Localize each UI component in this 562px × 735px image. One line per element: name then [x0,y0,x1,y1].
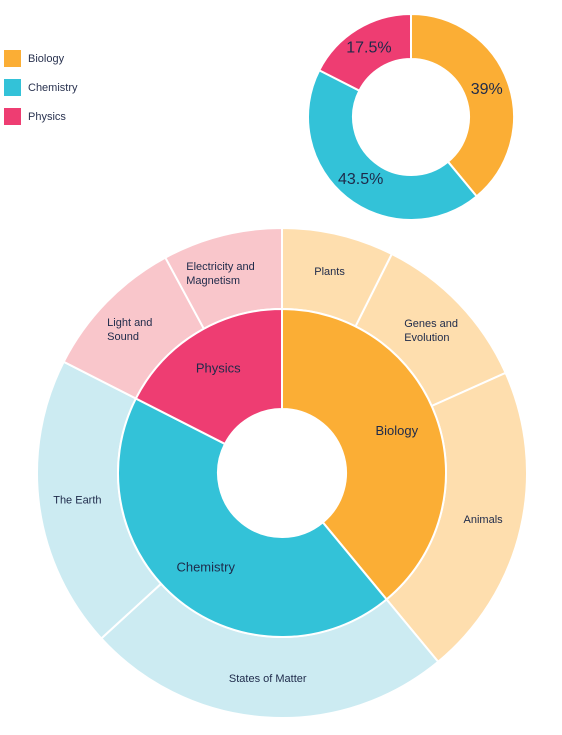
donut-slice-chemistry [307,68,479,221]
legend-item-chemistry: Chemistry [4,73,78,102]
inner-slice-biology [281,307,447,601]
inner-slice-chemistry [117,397,388,638]
donut-label-chemistry: 43.5% [338,171,383,188]
legend-label-physics: Physics [28,110,66,123]
legend-swatch-biology [4,50,21,67]
donut-slice-biology [410,12,515,198]
legend-label-chemistry: Chemistry [28,81,78,94]
sunburst-chart: Biology Chemistry Physics Plants Genes and Ev… [36,226,528,719]
legend-item-physics: Physics [4,102,78,131]
inner-label-chemistry: Chemistry [176,560,235,575]
legend-swatch-physics [4,108,21,125]
legend-label-biology: Biology [28,52,65,65]
donut-chart: 39% 43.5% 17.5% [307,12,515,221]
donut-label-biology: 39% [471,81,503,98]
outer-label-electricity-and-magnetism: Electricity and Magnetism [186,261,254,287]
outer-label-light-and-sound: Light and Sound [107,317,152,343]
inner-label-physics: Physics [196,360,241,375]
inner-slice-physics [134,307,283,446]
outer-label-plants: Plants [314,266,345,278]
inner-label-biology: Biology [375,423,418,438]
outer-label-states-of-matter: States of Matter [229,673,307,685]
chart-legend: Biology Chemistry Physics [4,44,78,131]
legend-swatch-chemistry [4,79,21,96]
donut-slice-physics [317,12,412,93]
outer-label-genes-and-evolution: Genes and Evolution [404,318,458,344]
outer-label-the-earth: The Earth [53,495,101,507]
donut-label-physics: 17.5% [346,40,391,57]
legend-item-biology: Biology [4,44,78,73]
outer-label-animals: Animals [464,514,504,526]
